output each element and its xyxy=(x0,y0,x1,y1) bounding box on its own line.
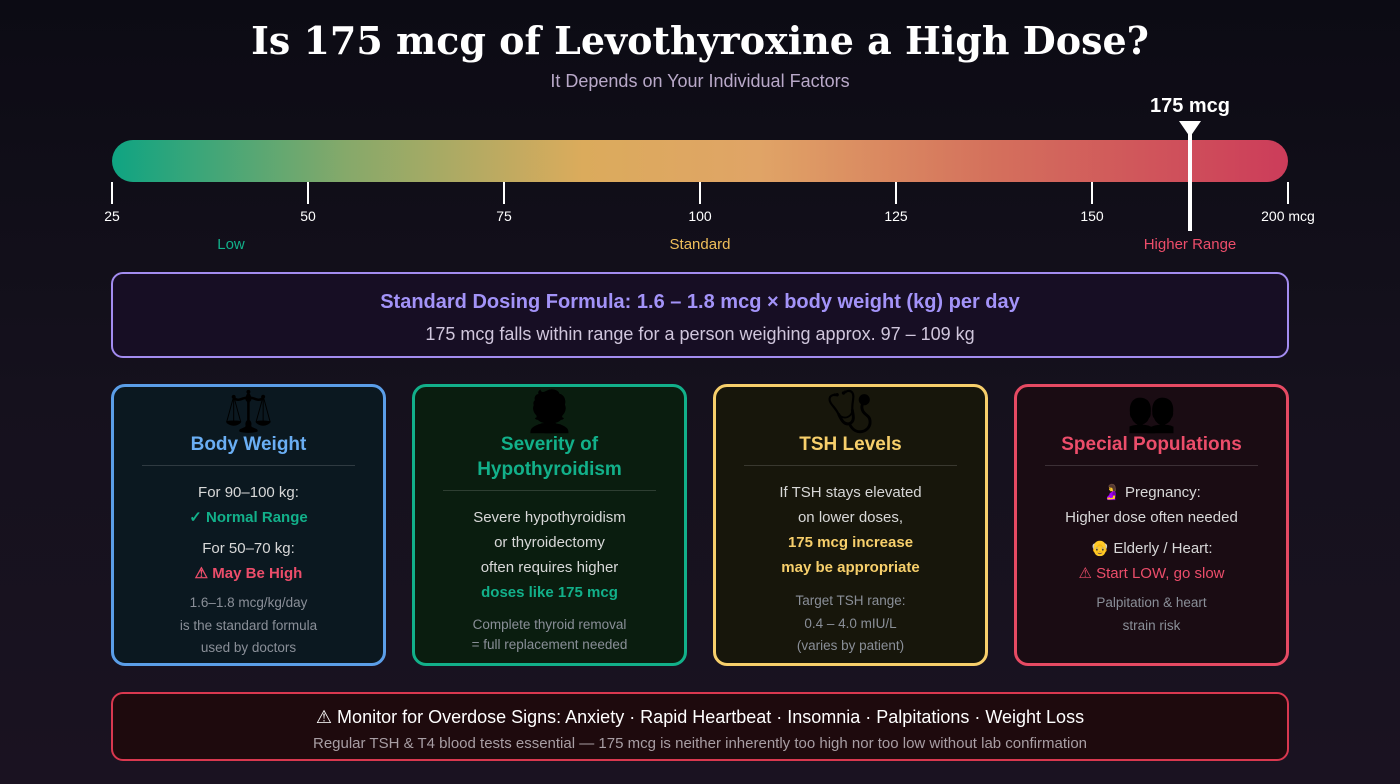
card-line: Severe hypothyroidism xyxy=(473,509,626,526)
gauge-tick xyxy=(699,182,701,204)
card-note: 0.4 – 4.0 mIU/L xyxy=(804,615,897,631)
scales-icon: ⚖️ xyxy=(223,389,274,434)
card-line: ⚠ Start LOW, go slow xyxy=(1078,565,1225,582)
gauge-tick-label: 150 xyxy=(1080,208,1104,224)
card-severity: 🧑‍⚕️ Severity of Hypothyroidism Severe h… xyxy=(412,384,687,666)
card-special-populations: 👥 Special Populations 🤰 Pregnancy: Highe… xyxy=(1014,384,1289,666)
card-line: Higher dose often needed xyxy=(1065,509,1238,526)
spacer xyxy=(415,605,684,615)
overdose-warning-box: ⚠ Monitor for Overdose Signs: Anxiety · … xyxy=(111,692,1289,761)
gauge-tick-label: 100 xyxy=(688,208,712,224)
warning-title: ⚠ Monitor for Overdose Signs: Anxiety · … xyxy=(315,707,1085,727)
gauge-tick xyxy=(503,182,505,204)
card-line: or thyroidectomy xyxy=(494,534,605,551)
zone-label-low: Low xyxy=(217,236,245,253)
card-divider xyxy=(142,465,355,466)
gauge-tick-label: 75 xyxy=(496,208,512,224)
gauge-tick-label: 50 xyxy=(300,208,316,224)
card-line: For 50–70 kg: xyxy=(202,540,295,557)
gauge-tick-label: 25 xyxy=(104,208,120,224)
card-note: (varies by patient) xyxy=(796,638,905,653)
gauge-tick-label: 125 xyxy=(884,208,908,224)
page-subtitle: It Depends on Your Individual Factors xyxy=(550,71,850,91)
card-title: Special Populations xyxy=(1061,434,1242,455)
card-title: Body Weight xyxy=(190,434,307,455)
card-line: often requires higher xyxy=(480,559,619,576)
card-divider xyxy=(443,490,656,491)
gauge-tick xyxy=(895,182,897,204)
formula-subtitle: 175 mcg falls within range for a person … xyxy=(425,324,975,344)
warning-subtitle: Regular TSH & T4 blood tests essential —… xyxy=(312,735,1088,752)
card-line: may be appropriate xyxy=(781,559,920,576)
dose-marker-line xyxy=(1188,128,1192,231)
card-title: TSH Levels xyxy=(799,434,902,455)
people-icon: 👥 xyxy=(1126,389,1177,434)
dose-marker-label: 175 mcg xyxy=(1149,95,1231,117)
card-line: ✓ Normal Range xyxy=(189,509,308,526)
card-note: used by doctors xyxy=(200,640,297,655)
card-divider xyxy=(744,465,957,466)
card-note: Complete thyroid removal xyxy=(472,617,627,632)
page-title: Is 175 mcg of Levothyroxine a High Dose? xyxy=(251,18,1149,63)
zone-label-standard: Standard xyxy=(669,236,731,253)
gauge-tick xyxy=(111,182,113,204)
card-note: 1.6–1.8 mcg/kg/day xyxy=(189,595,308,610)
card-note: is the standard formula xyxy=(179,617,318,633)
stethoscope-icon: 🩺 xyxy=(825,389,876,434)
zone-label-higher: Higher Range xyxy=(1143,236,1237,253)
card-line: 🤰 Pregnancy: xyxy=(1102,484,1201,501)
gauge-tick xyxy=(1091,182,1093,204)
card-note: strain risk xyxy=(1122,617,1181,633)
card-divider xyxy=(1045,465,1258,466)
card-body-weight: ⚖️ Body Weight For 90–100 kg: ✓ Normal R… xyxy=(111,384,386,666)
card-line: 175 mcg increase xyxy=(787,534,914,551)
card-note: = full replacement needed xyxy=(471,637,628,652)
dose-gauge-bar xyxy=(112,140,1288,182)
card-note: Palpitation & heart xyxy=(1096,595,1207,610)
formula-box: Standard Dosing Formula: 1.6 – 1.8 mcg ×… xyxy=(111,272,1289,358)
gauge-tick xyxy=(307,182,309,204)
formula-title: Standard Dosing Formula: 1.6 – 1.8 mcg ×… xyxy=(380,291,1020,313)
card-note: Target TSH range: xyxy=(795,593,906,608)
card-line: If TSH stays elevated xyxy=(779,484,922,501)
gauge-tick xyxy=(1287,182,1289,204)
gauge-tick-label: 200 mcg xyxy=(1261,208,1315,224)
doctor-icon: 🧑‍⚕️ xyxy=(524,389,575,434)
card-title: Severity of Hypothyroidism xyxy=(477,434,622,480)
card-tsh: 🩺 TSH Levels If TSH stays elevated on lo… xyxy=(713,384,988,666)
spacer xyxy=(716,580,985,590)
card-line: ⚠ May Be High xyxy=(194,565,303,582)
card-line: For 90–100 kg: xyxy=(198,484,299,501)
card-line: on lower doses, xyxy=(797,509,904,526)
card-line: doses like 175 mcg xyxy=(481,584,618,601)
dose-marker-pointer xyxy=(1179,121,1201,137)
card-line: 👴 Elderly / Heart: xyxy=(1090,540,1213,557)
